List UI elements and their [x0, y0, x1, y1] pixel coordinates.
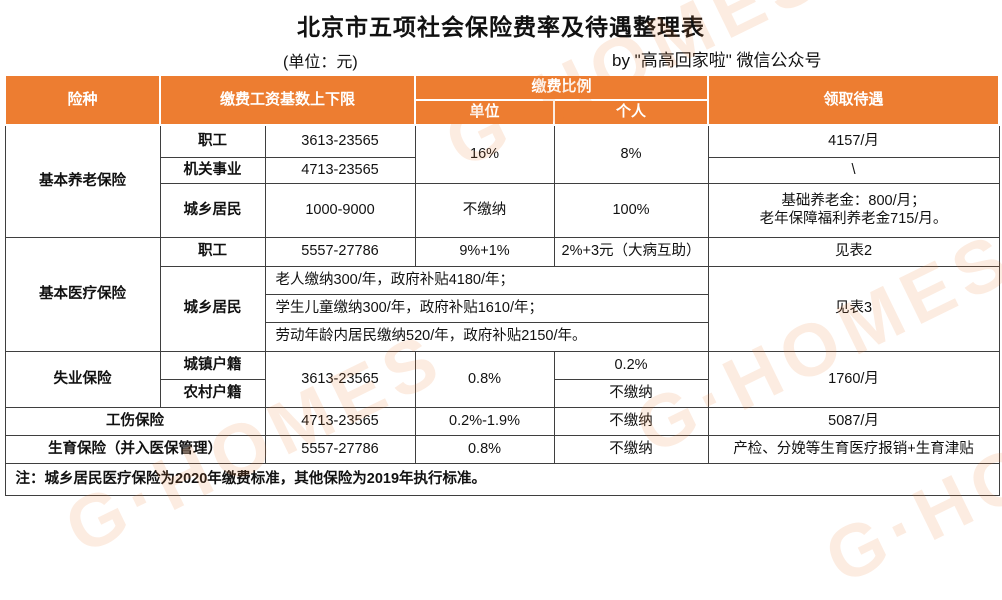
table-row: 工伤保险 4713-23565 0.2%-1.9% 不缴纳 5087/月 — [4, 406, 1000, 436]
subtitle-row: (单位：元) by "高高回家啦" 微信公众号 — [0, 44, 1002, 74]
work-injury-name: 工伤保险 — [4, 406, 266, 436]
work-injury-unit: 0.2%-1.9% — [414, 406, 555, 436]
note-row: 注：城乡居民医疗保险为2020年缴费标准，其他保险为2019年执行标准。 — [4, 462, 1000, 496]
col-header-personal: 个人 — [553, 99, 710, 126]
table-row: 基本养老保险 职工 3613-23565 16% 8% 4157/月 — [4, 124, 1000, 238]
medical-res-benefit: 见表3 — [707, 265, 1000, 352]
table-row: 机关事业 4713-23565 \ — [5, 156, 1000, 184]
pension-res-benefit-line2: 老年保障福利养老金715/月。 — [759, 211, 948, 227]
pension-emp-personal: 8% — [553, 124, 709, 184]
table-row: 城乡居民 1000-9000 不缴纳 100% 基础养老金：800/月； 老年保… — [5, 182, 1000, 238]
pension-gov-base: 4713-23565 — [264, 156, 416, 184]
pension-res-label: 城乡居民 — [159, 182, 266, 238]
unemployment-name: 失业保险 — [4, 350, 161, 408]
work-injury-benefit: 5087/月 — [707, 406, 1000, 436]
table-row: 失业保险 城镇户籍 3613-23565 0.8% 0.2% 1760/月 — [4, 350, 1000, 408]
unemployment-urban-personal: 0.2% — [553, 350, 709, 380]
table-row: 城乡居民 老人缴纳300/年，政府补贴4180/年； 见表3 — [5, 265, 1000, 352]
header-row-1: 险种 缴费工资基数上下限 缴费比例 领取待遇 — [4, 74, 1001, 126]
unemployment-base: 3613-23565 — [264, 350, 416, 408]
maternity-unit: 0.8% — [414, 434, 555, 464]
table-row: 基本医疗保险 职工 5557-27786 9%+1% 2%+3元（大病互助） 见… — [4, 236, 1000, 352]
col-header-ratio: 缴费比例 — [414, 74, 710, 101]
medical-emp-base: 5557-27786 — [264, 236, 416, 267]
maternity-name: 生育保险（并入医保管理） — [4, 434, 266, 464]
medical-emp-personal: 2%+3元（大病互助） — [553, 236, 709, 267]
pension-res-base: 1000-9000 — [264, 182, 416, 238]
table-row: 学生儿童缴纳300/年，政府补贴1610/年； — [5, 293, 999, 323]
byline: by "高高回家啦" 微信公众号 — [612, 51, 822, 70]
unemployment-benefit: 1760/月 — [707, 350, 1000, 408]
pension-res-personal: 100% — [553, 182, 709, 238]
maternity-personal: 不缴纳 — [553, 434, 709, 464]
unemployment-urban-label: 城镇户籍 — [159, 350, 266, 380]
medical-res-row1: 老人缴纳300/年，政府补贴4180/年； — [264, 265, 709, 295]
medical-emp-unit: 9%+1% — [414, 236, 555, 267]
maternity-base: 5557-27786 — [264, 434, 416, 464]
unemployment-rural-label: 农村户籍 — [159, 378, 266, 408]
col-header-benefit: 领取待遇 — [707, 74, 1001, 126]
table-row: 生育保险（并入医保管理） 5557-27786 0.8% 不缴纳 产检、分娩等生… — [4, 434, 1000, 464]
pension-name: 基本养老保险 — [4, 124, 161, 238]
pension-res-unit: 不缴纳 — [414, 182, 555, 238]
work-injury-personal: 不缴纳 — [553, 406, 709, 436]
pension-res-benefit: 基础养老金：800/月； 老年保障福利养老金715/月。 — [707, 182, 1000, 238]
col-header-base: 缴费工资基数上下限 — [158, 74, 417, 126]
work-injury-base: 4713-23565 — [264, 406, 416, 436]
unemployment-unit: 0.8% — [414, 350, 555, 408]
page-title: 北京市五项社会保险费率及待遇整理表 — [297, 14, 705, 40]
pension-gov-benefit: \ — [707, 156, 1000, 184]
pension-emp-base: 3613-23565 — [264, 124, 416, 158]
header-row-2: 单位 个人 — [5, 99, 999, 126]
insurance-table: 险种 缴费工资基数上下限 缴费比例 领取待遇 单位 个人 基本养老保险 职工 3… — [4, 74, 1001, 496]
pension-res-benefit-line1: 基础养老金：800/月； — [781, 192, 926, 209]
unit-note: (单位：元) — [283, 54, 358, 71]
col-header-insurance: 险种 — [4, 74, 161, 126]
table-row: 劳动年龄内居民缴纳520/年，政府补贴2150/年。 — [5, 321, 999, 352]
pension-emp-unit: 16% — [414, 124, 555, 184]
col-header-unit: 单位 — [414, 99, 556, 126]
maternity-benefit: 产检、分娩等生育医疗报销+生育津贴 — [707, 434, 1000, 464]
pension-emp-benefit: 4157/月 — [707, 124, 1000, 158]
pension-emp-label: 职工 — [159, 124, 266, 158]
medical-res-row2: 学生儿童缴纳300/年，政府补贴1610/年； — [264, 293, 709, 323]
footnote: 注：城乡居民医疗保险为2020年缴费标准，其他保险为2019年执行标准。 — [4, 462, 1000, 496]
unemployment-rural-personal: 不缴纳 — [553, 378, 709, 408]
title-bar: 北京市五项社会保险费率及待遇整理表 — [0, 0, 1002, 42]
pension-gov-label: 机关事业 — [159, 156, 266, 184]
medical-emp-benefit: 见表2 — [707, 236, 1000, 267]
medical-emp-label: 职工 — [159, 236, 266, 267]
medical-name: 基本医疗保险 — [4, 236, 161, 352]
medical-res-label: 城乡居民 — [159, 265, 266, 352]
medical-res-row3: 劳动年龄内居民缴纳520/年，政府补贴2150/年。 — [264, 321, 709, 352]
